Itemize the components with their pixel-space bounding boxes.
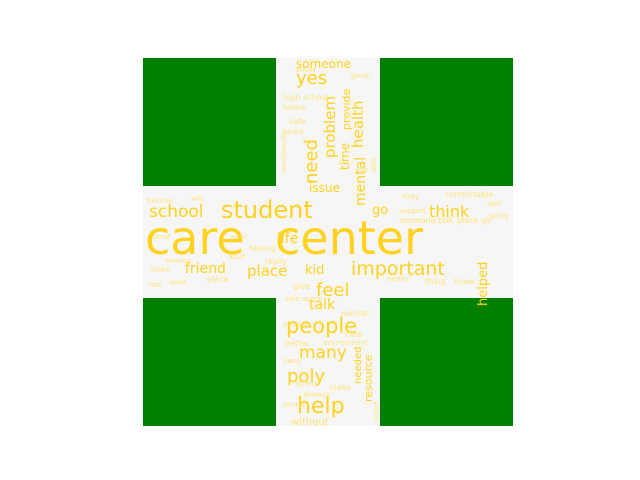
word-someone: someone (296, 58, 351, 71)
word-support: support (399, 207, 426, 215)
word-someone-talk: someone talk (399, 216, 454, 225)
word-adult: adult (228, 253, 246, 261)
word-place-2: place (207, 275, 229, 284)
word-scope: scope (372, 401, 380, 422)
word-needed: needed (353, 346, 364, 385)
word-peer: peer (231, 233, 247, 241)
word-care: care (145, 211, 245, 265)
word-may: may (402, 192, 420, 201)
word-stress: stress (295, 379, 319, 388)
word-without: without (291, 417, 329, 427)
word-emotionally: emotionally (280, 130, 288, 172)
word-resource: resource (362, 354, 375, 402)
word-one: one (355, 166, 369, 174)
word-safe-space: safe space (285, 295, 323, 303)
word-people: people (286, 314, 358, 338)
word-mental-2: mental (341, 309, 370, 318)
word-away: away (283, 357, 302, 365)
word-place: place (247, 262, 288, 280)
word-able: able (370, 157, 378, 172)
word-anxiety: anxiety (165, 257, 192, 265)
word-helped: helped (476, 261, 491, 306)
word-student: student (221, 196, 313, 224)
word-center-small: center (283, 401, 306, 409)
word-going: going (489, 212, 509, 220)
word-issue: issue (309, 181, 340, 195)
word-mental: mental (353, 156, 369, 206)
word-well: well (487, 200, 501, 208)
word-feeling: feeling (249, 244, 277, 253)
word-believe: believe (147, 197, 173, 205)
word-many: many (299, 343, 347, 363)
word-always: always (303, 390, 331, 399)
word-good: good (153, 233, 171, 241)
word-health: health (349, 100, 367, 148)
word-know: know (454, 277, 476, 286)
word-important: important (351, 258, 445, 280)
word-provide: provide (340, 88, 353, 130)
word-time: time (338, 142, 352, 170)
word-great: great (351, 72, 370, 80)
word-home: home (283, 103, 306, 112)
word-need: need (301, 139, 322, 184)
word-suicide: suicide (283, 320, 312, 329)
word-feel: feel (316, 280, 350, 301)
word-cloud-panel: care center student important people hel… (143, 58, 513, 426)
word-make: make (329, 383, 351, 392)
cross-horizontal-bar (143, 186, 513, 298)
word-think: think (429, 202, 470, 221)
word-comfortable: comfortable (445, 190, 494, 199)
word-yes: yes (296, 68, 328, 89)
word-safe: safe (289, 117, 306, 126)
word-high-school: high school (283, 93, 329, 102)
word-center: center (275, 211, 423, 265)
word-allow: allow (295, 65, 316, 74)
word-better: better (285, 339, 310, 348)
word-environment: environment (323, 339, 368, 347)
word-talk: talk (309, 297, 336, 313)
word-heard: heard (283, 128, 304, 136)
word-care-small: care (345, 330, 363, 339)
word-poly: poly (287, 366, 326, 387)
word-place-go: place go (457, 216, 492, 225)
word-school: school (149, 202, 204, 222)
word-life: life (277, 231, 299, 247)
word-give: give (293, 282, 310, 291)
word-really: really (265, 257, 288, 266)
word-lost: lost (149, 281, 162, 289)
word-go: go (372, 203, 389, 218)
word-friend: friend (185, 261, 226, 277)
word-kid: kid (305, 263, 325, 278)
word-help: help (297, 394, 345, 419)
word-problem: problem (321, 95, 339, 158)
word-lives: lives (151, 265, 170, 274)
word-thing: thing (425, 277, 446, 286)
word-will: will (191, 195, 203, 203)
word-family: family (387, 275, 409, 283)
word-speak: speak (169, 279, 187, 286)
